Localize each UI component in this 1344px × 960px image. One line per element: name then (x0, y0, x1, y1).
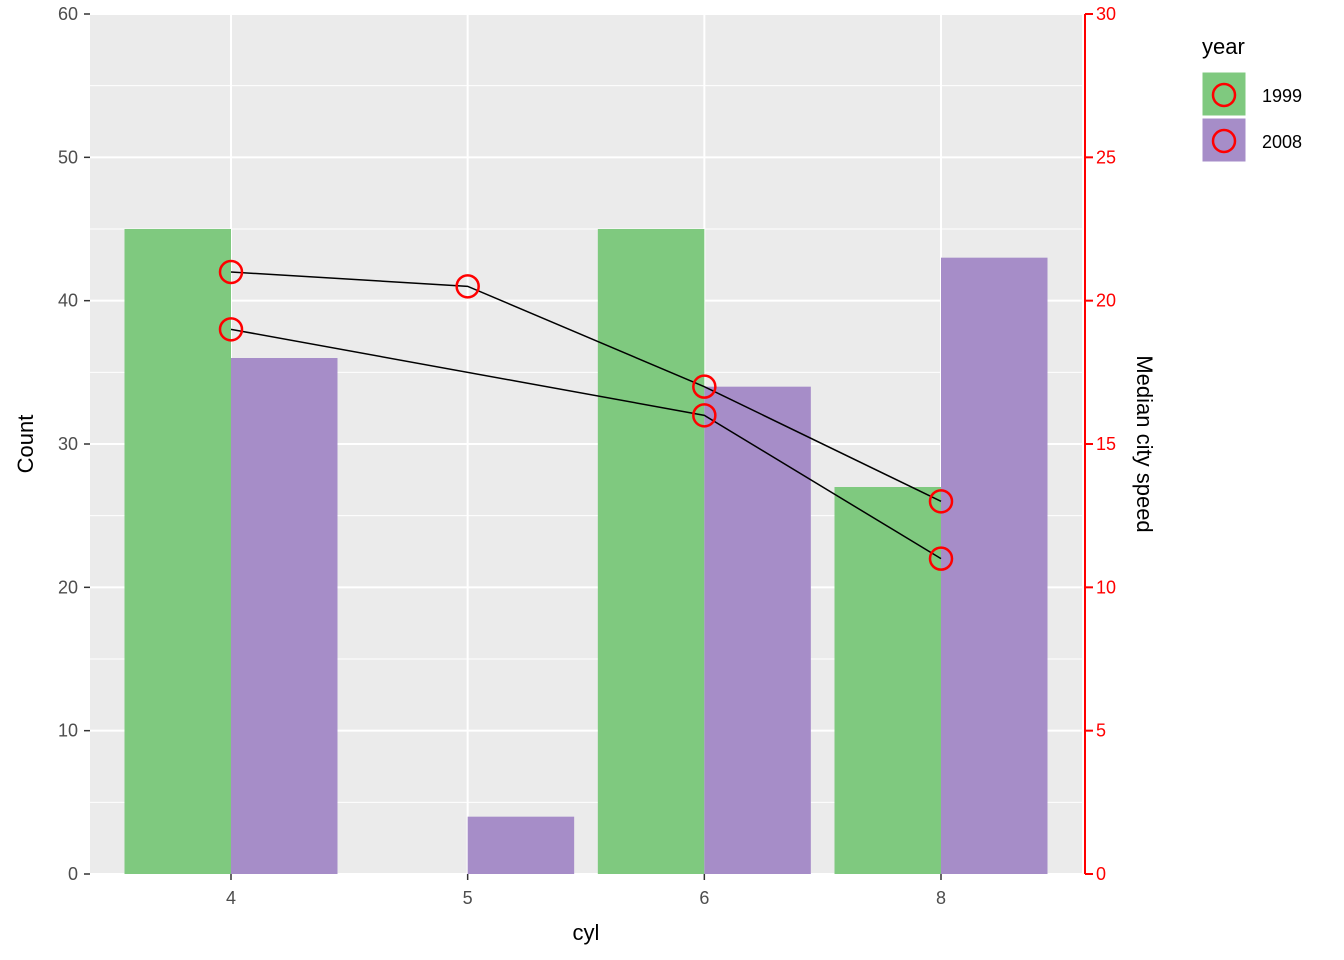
legend-marker (1211, 82, 1237, 108)
legend-key-2008 (1201, 117, 1247, 163)
legend-items: 1999 2008 (1201, 71, 1302, 163)
y2-tick-label: 10 (1096, 577, 1116, 597)
bar-2008-8 (941, 257, 1048, 875)
series-lines (230, 271, 942, 560)
y-tick-label: 30 (58, 434, 78, 454)
bars (124, 229, 1048, 875)
bar-2008-5 (467, 816, 575, 874)
series-points (218, 259, 954, 571)
y2-tick-label: 0 (1096, 864, 1106, 884)
point-marker (692, 403, 717, 428)
bar-2008-6 (704, 386, 811, 874)
y2-tick-label: 25 (1096, 147, 1116, 167)
y2-tick-label: 20 (1096, 291, 1116, 311)
y2-tick-label: 15 (1096, 434, 1116, 454)
y-tick-label: 40 (58, 291, 78, 311)
x-tick-label: 4 (226, 888, 236, 908)
bar-1999-8 (834, 487, 942, 874)
y2-tick-label: 5 (1096, 721, 1106, 741)
y-tick-label: 0 (68, 864, 78, 884)
point-marker (218, 259, 244, 285)
x-axis: 4 5 6 8 (226, 874, 946, 908)
point-marker (455, 274, 480, 299)
legend-title: year (1202, 34, 1245, 59)
series-line (230, 271, 942, 503)
y-axis-right: 0 5 10 15 20 25 30 (1084, 4, 1116, 884)
legend-marker (1211, 128, 1237, 154)
legend-label-1999: 1999 (1262, 86, 1302, 106)
y-tick-label: 50 (58, 147, 78, 167)
x-tick-label: 8 (936, 888, 946, 908)
y-tick-label: 60 (58, 4, 78, 24)
point-marker (928, 546, 954, 571)
legend-key-1999 (1201, 71, 1247, 117)
series-line (230, 328, 942, 560)
point-marker (218, 317, 244, 342)
point-marker (692, 374, 717, 399)
y-tick-label: 20 (58, 577, 78, 597)
x-tick-label: 6 (699, 888, 709, 908)
y-tick-label: 10 (58, 721, 78, 741)
y2-tick-label: 30 (1096, 4, 1116, 24)
bar-2008-4 (231, 358, 338, 874)
x-tick-label: 5 (463, 888, 473, 908)
y-axis-title: Count (13, 415, 38, 474)
bar-1999-4 (124, 229, 231, 874)
bar-1999-6 (597, 229, 705, 874)
point-marker (928, 489, 954, 514)
x-axis-title: cyl (573, 920, 600, 945)
legend: year 1999 2008 (1201, 34, 1302, 163)
y2-axis-title: Median city speed (1132, 355, 1157, 532)
y-axis-left: 0 10 20 30 40 50 60 (58, 4, 90, 884)
legend-label-2008: 2008 (1262, 132, 1302, 152)
